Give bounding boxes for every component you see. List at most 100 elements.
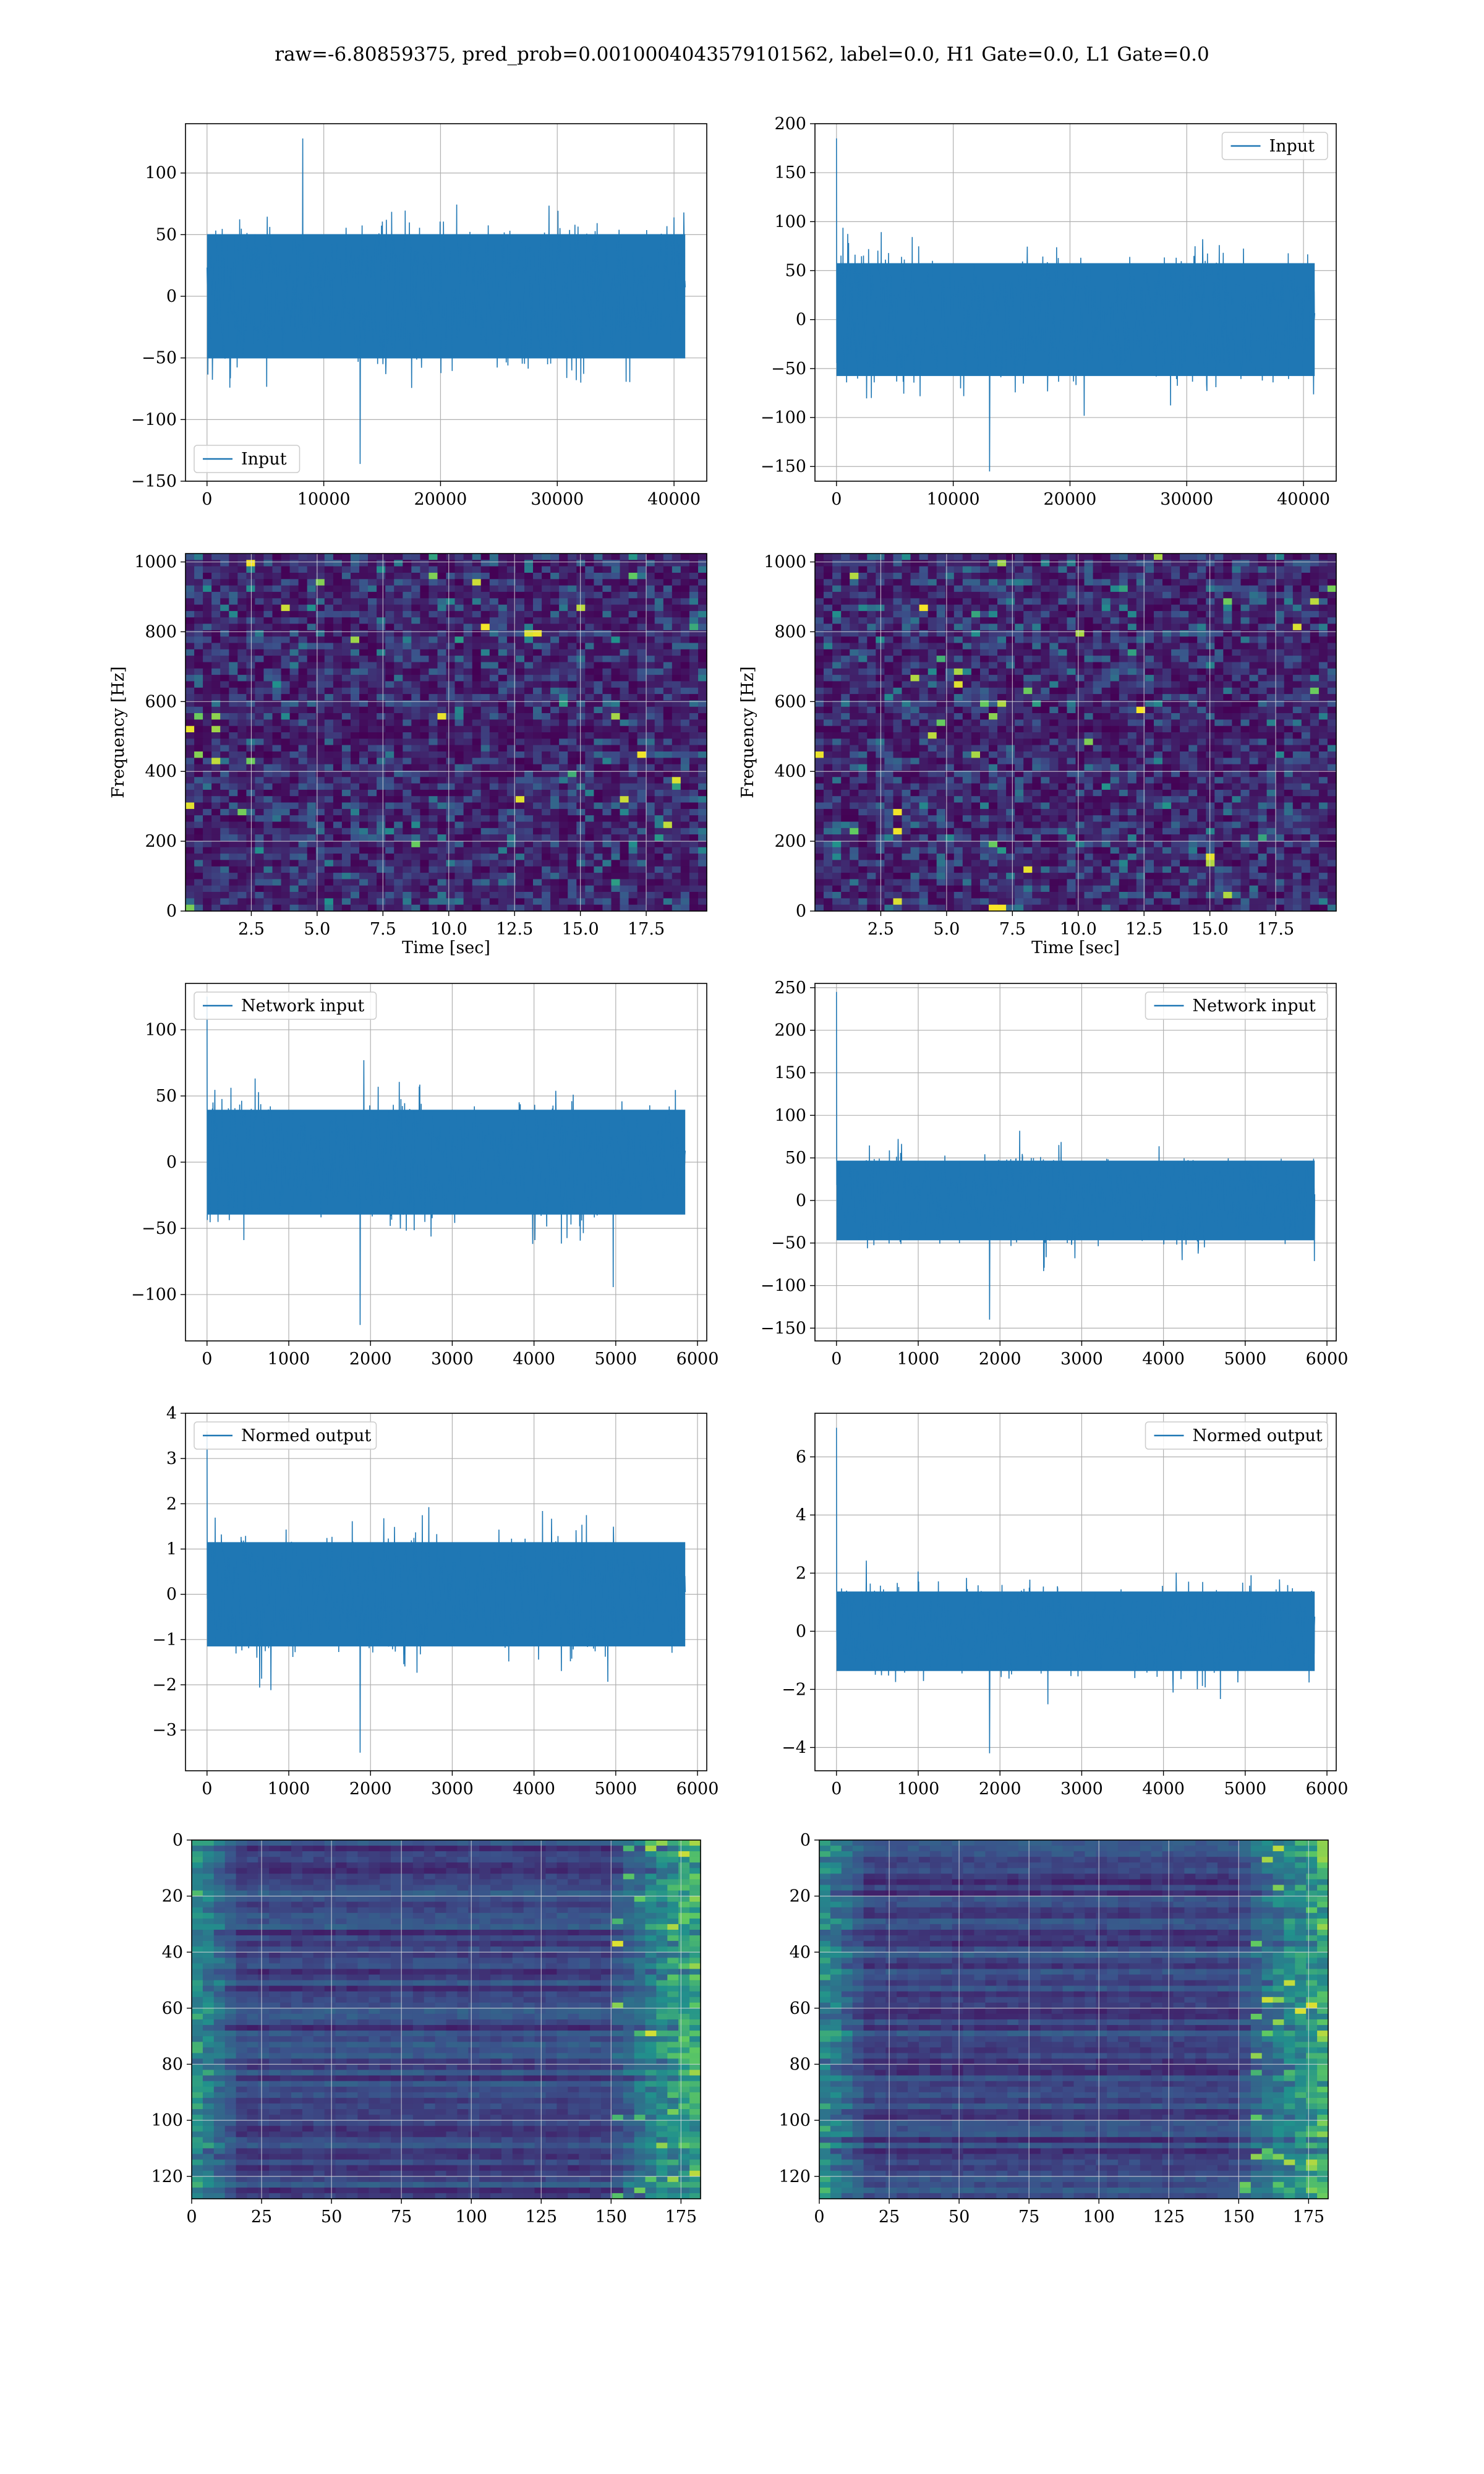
r2c1-cell <box>420 554 430 560</box>
r2c1-cell <box>194 841 203 848</box>
r2c2-cell <box>1318 687 1328 695</box>
r2c2-cell <box>1119 643 1128 650</box>
r2c1-cell <box>506 560 516 567</box>
r2c1-cell <box>602 617 612 625</box>
r2c1-cell <box>186 643 195 650</box>
r2c1-cell <box>333 726 343 733</box>
r2c1-cell <box>506 808 516 816</box>
r2c1-cell <box>272 706 282 714</box>
r2c2-cell <box>1127 681 1137 688</box>
r2c1-cell <box>637 662 647 669</box>
r2c1-cell <box>385 815 394 823</box>
r2c2-cell <box>850 662 859 669</box>
r2c1-cell <box>324 847 334 854</box>
r2c2-cell <box>824 681 833 688</box>
r2c1-cell <box>524 879 534 886</box>
r2c1-cell <box>385 866 394 873</box>
r2c2-cell <box>945 643 955 650</box>
r2c1-cell <box>403 866 412 873</box>
r2c1-cell <box>211 656 221 662</box>
r2c2-cell <box>1206 687 1215 695</box>
r2c2-cell <box>867 610 876 618</box>
r2c1-cell <box>568 700 577 708</box>
r2c1-cell <box>281 668 291 675</box>
r2c1-cell <box>515 777 525 784</box>
r2c1-cell <box>698 808 707 816</box>
r2c1-cell <box>203 892 212 899</box>
r2c2-cell <box>1310 668 1320 675</box>
r2c1-cell <box>385 732 394 739</box>
r2c1-cell <box>506 738 516 746</box>
r2c1-cell <box>498 821 508 829</box>
r2c2-cell <box>1015 585 1024 593</box>
r2c1-cell <box>186 745 195 752</box>
r2c2-cell <box>1110 573 1120 580</box>
r2c1-cell <box>420 719 430 727</box>
r2c2-cell <box>1258 560 1268 567</box>
r2c2-cell <box>1049 554 1059 560</box>
r2c1-cell <box>542 591 551 599</box>
r2c1-cell <box>437 656 447 662</box>
r2c1-cell <box>324 675 334 682</box>
r1c2-xtick-label: 0 <box>831 490 842 509</box>
r2c1-cell <box>237 783 247 790</box>
r2c2-cell <box>1101 554 1111 560</box>
r2c2-cell <box>936 610 946 618</box>
r2c2-cell <box>1266 554 1276 560</box>
r2c1-cell <box>315 898 325 905</box>
r2c1-cell <box>394 554 403 560</box>
r2c2-cell <box>1327 566 1337 573</box>
r2c2-cell <box>876 687 885 695</box>
r2c1-cell <box>568 854 577 860</box>
r2c1-cell <box>463 815 473 823</box>
r2c1-cell <box>194 879 203 886</box>
r2c1-cell <box>463 610 473 618</box>
r2c2-cell <box>953 630 963 637</box>
r2c1-cell <box>437 591 447 599</box>
r2c1-cell <box>255 808 265 816</box>
r2c1-cell <box>429 662 438 669</box>
r2c1-cell <box>186 758 195 765</box>
r2c2-cell <box>902 554 911 560</box>
r2c1-cell <box>368 591 377 599</box>
r2c1-cell <box>203 815 212 823</box>
r2c1-cell <box>229 751 238 758</box>
r2c1-cell <box>315 860 325 867</box>
r2c1-cell <box>385 885 394 892</box>
r2c1-cell <box>385 873 394 880</box>
r2c1-cell <box>672 675 681 682</box>
r2c2-cell <box>1119 706 1128 714</box>
r2c1-cell <box>446 828 456 835</box>
r2c1-cell <box>220 873 229 880</box>
r2c1-cell <box>289 630 299 637</box>
r2c1-cell <box>429 643 438 650</box>
r2c1-cell <box>324 745 334 752</box>
r2c1-cell <box>620 630 629 637</box>
r2c1-cell <box>585 636 594 644</box>
r2c2-cell <box>841 573 850 580</box>
r2c1-cell <box>307 681 317 688</box>
r2c2-cell <box>1162 630 1172 637</box>
r2c1-cell <box>411 573 420 580</box>
r2c2-cell <box>1127 694 1137 701</box>
r2c1-cell <box>602 681 612 688</box>
r2c2-cell <box>1162 623 1172 631</box>
r2c2-cell <box>876 649 885 656</box>
r2c1-cell <box>628 738 638 746</box>
r2c2-cell <box>997 554 1007 560</box>
r2c2-cell <box>884 560 894 567</box>
r2c2-cell <box>953 687 963 695</box>
r2c2-cell <box>1223 649 1232 656</box>
r2c2-cell <box>1258 636 1268 644</box>
r2c1-cell <box>246 610 256 618</box>
r2c1-cell <box>324 713 334 720</box>
r2c1-cell <box>446 898 456 905</box>
r2c2-cell <box>1049 687 1059 695</box>
r2c1-cell <box>272 745 282 752</box>
r2c1-cell <box>220 560 229 567</box>
r2c1-cell <box>194 789 203 797</box>
r2c1-cell <box>351 694 360 701</box>
r2c1-cell <box>680 879 690 886</box>
r2c1-cell <box>220 579 229 586</box>
r2c1-cell <box>489 770 499 777</box>
